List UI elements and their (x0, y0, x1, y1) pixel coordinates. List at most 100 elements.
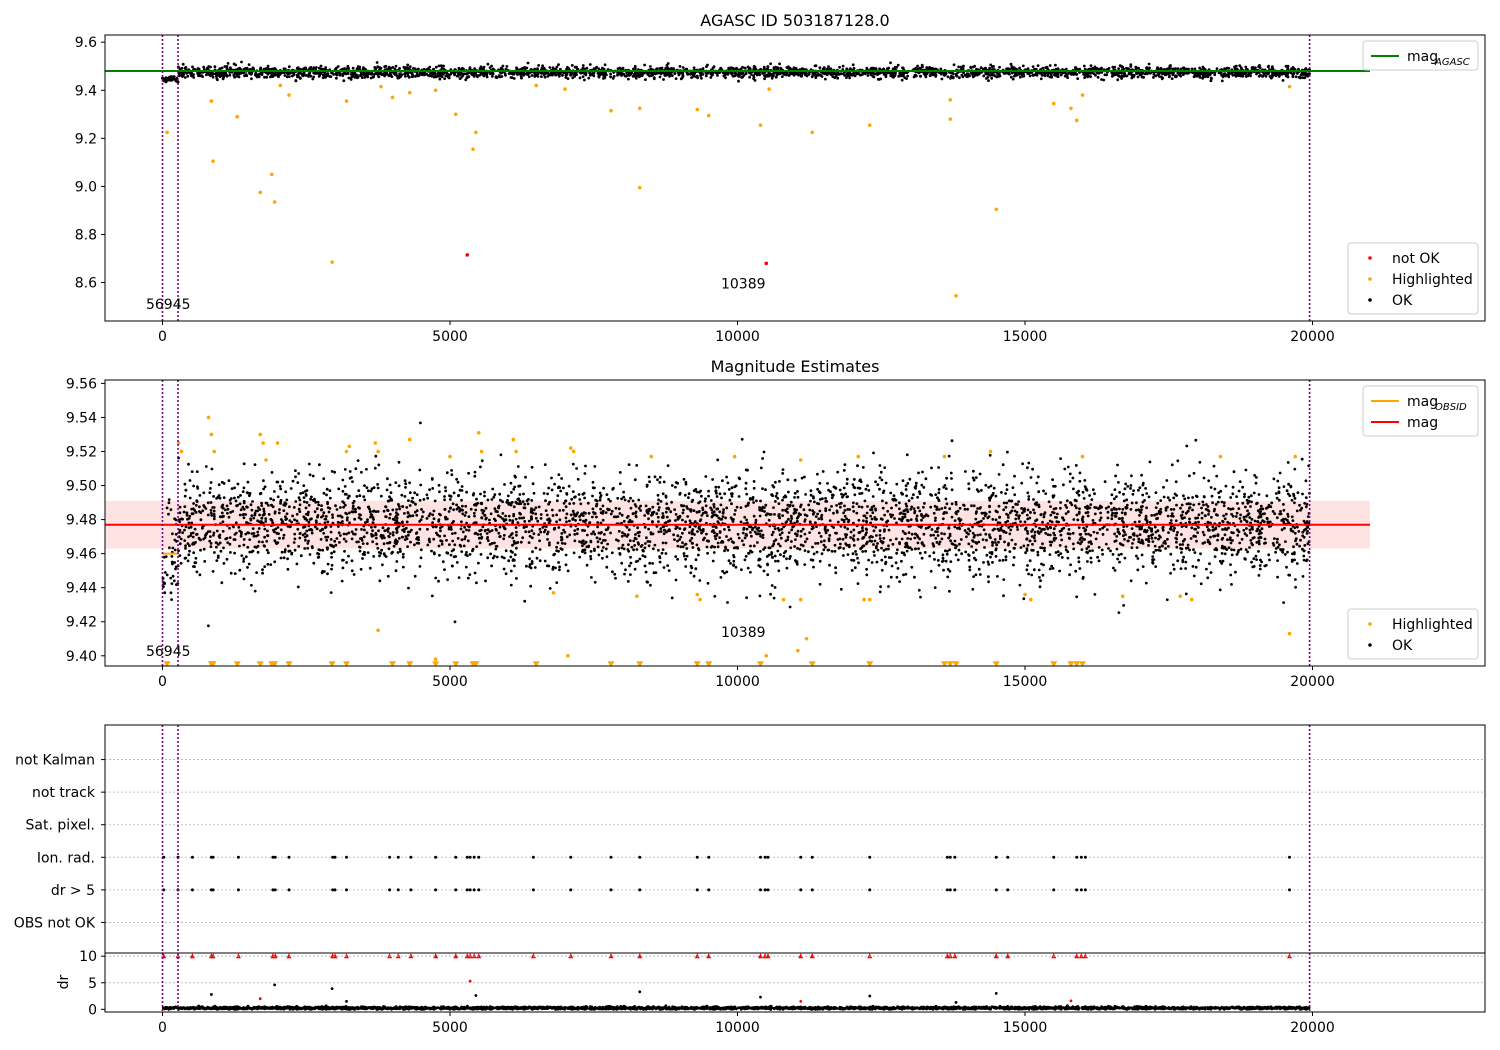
data-point-ok (1008, 67, 1012, 71)
data-point-ok (1054, 551, 1058, 554)
data-point-ok (747, 551, 750, 555)
data-point-ok (994, 518, 998, 522)
data-point-ok (371, 75, 375, 79)
data-point-ok (317, 75, 321, 78)
data-point-ok (451, 539, 455, 543)
data-point-ok (618, 482, 622, 486)
chart-title: AGASC ID 503187128.0 (700, 11, 889, 30)
data-point-ok (1203, 541, 1207, 544)
data-point-ok (168, 546, 171, 550)
data-point-ok (617, 507, 621, 511)
data-point-ok (1248, 528, 1252, 532)
data-point-ok (214, 72, 218, 76)
data-point-ok (534, 516, 538, 520)
data-point-ok (337, 531, 341, 535)
data-point-ok (913, 536, 917, 540)
data-point-ok (1076, 541, 1080, 545)
data-point-ok (253, 589, 257, 593)
data-point-ok (772, 596, 776, 600)
data-point-ok (466, 576, 470, 580)
data-point-ok (306, 513, 310, 517)
data-point-ok (245, 521, 248, 524)
data-point-ok (822, 67, 825, 71)
data-point-ok (1062, 483, 1065, 487)
data-point-ok (1033, 67, 1037, 71)
data-point-ok (1112, 73, 1115, 77)
data-point-ok (1200, 506, 1203, 510)
data-point-ok (1089, 64, 1093, 67)
data-point-ok (493, 541, 496, 545)
data-point-ok (206, 501, 210, 505)
data-point-ok (348, 521, 351, 525)
data-point-ok (627, 528, 631, 532)
data-point-ok (952, 63, 956, 67)
data-point-ok (389, 73, 393, 76)
data-point-ok (1135, 501, 1138, 505)
data-point-ok (1167, 531, 1170, 534)
data-point-ok (1020, 481, 1024, 485)
data-point-ok (1150, 536, 1154, 540)
data-point-ok (375, 542, 379, 546)
data-point-ok (942, 73, 946, 77)
data-point-ok (1042, 515, 1046, 519)
data-point-ok (1206, 75, 1210, 79)
data-point-ok (786, 511, 789, 514)
data-point-ok (681, 511, 685, 515)
data-point-ok (564, 76, 568, 79)
data-point-ok (285, 512, 289, 516)
data-point-ok (1180, 547, 1184, 551)
data-point-ok (1274, 74, 1278, 78)
data-point-ok (178, 511, 182, 515)
data-point-ok (243, 67, 247, 71)
data-point-ok (556, 494, 560, 497)
data-point-ok (418, 527, 422, 531)
data-point-ok (222, 71, 226, 75)
data-point-ok (1056, 512, 1059, 516)
data-point-ok (772, 67, 776, 71)
data-point-ok (681, 531, 684, 535)
magnitude-history-panel: AGASC ID 503187128.0 0 5000 10000 15000 2000… (75, 11, 1486, 345)
data-point-ok (937, 542, 941, 546)
data-point-ok (724, 516, 727, 520)
data-point-ok (800, 73, 804, 77)
data-point-ok (215, 545, 218, 549)
data-point-ok (525, 564, 528, 568)
data-point-ok (263, 75, 266, 79)
data-point-ok (1060, 556, 1064, 559)
data-point-ok (324, 535, 328, 539)
data-point-ok (738, 72, 742, 76)
data-point-ok (330, 71, 333, 75)
data-point-ok (1251, 536, 1255, 540)
data-point-ok (828, 534, 832, 537)
data-point-ok (997, 504, 1001, 508)
data-point-ok (818, 582, 822, 586)
data-point-ok (1046, 72, 1050, 76)
data-point-ok (465, 551, 468, 554)
data-point-ok (684, 542, 688, 546)
data-point-ok (949, 76, 952, 80)
data-point-highlighted (758, 123, 763, 127)
data-point-ok (1120, 71, 1123, 75)
data-point-ok (209, 508, 213, 512)
data-point-ok (1113, 488, 1117, 491)
data-point-ok (906, 74, 909, 78)
data-point-ok (359, 74, 362, 77)
data-point-ok (705, 532, 708, 536)
data-point-ok (253, 73, 257, 77)
data-point-ok (857, 505, 861, 508)
data-point-ok (861, 466, 865, 469)
data-point-ok (584, 540, 588, 544)
data-point-ok (1227, 526, 1230, 530)
data-point-ok (342, 67, 345, 71)
data-point-ok (443, 534, 446, 538)
data-point-ok (239, 508, 243, 512)
data-point-ok (561, 74, 564, 77)
data-point-ok (386, 508, 389, 512)
data-point-ok (882, 67, 886, 71)
data-point-ok (1113, 497, 1116, 501)
data-point-ok (1139, 505, 1143, 509)
data-point-ok (483, 494, 486, 498)
data-point-ok (229, 497, 233, 500)
data-point-ok (975, 510, 978, 514)
data-point-ok (404, 75, 407, 78)
